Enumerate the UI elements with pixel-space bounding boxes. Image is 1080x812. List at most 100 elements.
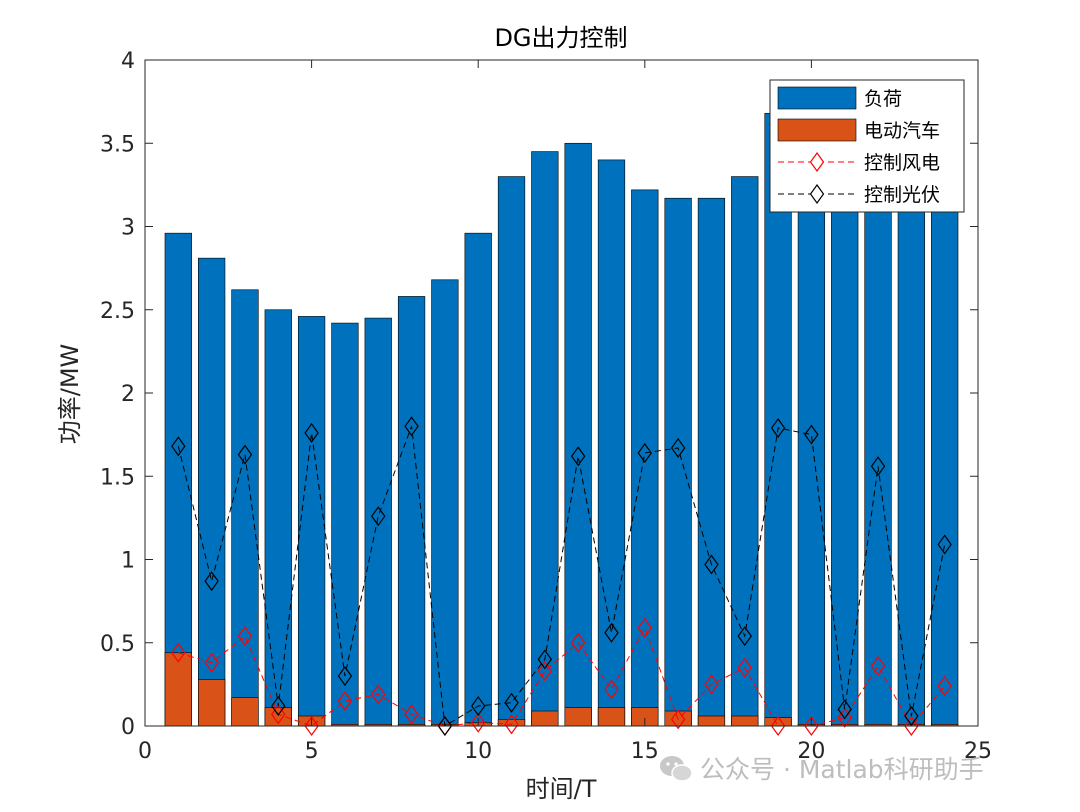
y-axis-label: 功率/MW [56,344,84,445]
y-tick-label-1: 1 [121,549,135,574]
load-bar-2 [198,257,226,727]
load-bar-9 [431,279,459,727]
x-tick-label-25: 25 [964,739,992,764]
x-axis-label: 时间/T [526,775,597,803]
pv-marker-17 [704,554,719,575]
pv-marker-10 [470,695,486,717]
load-bar-23 [897,176,925,727]
wind-marker-16 [670,709,686,730]
load-bar-17 [697,197,726,727]
load-bar-12 [531,151,559,727]
pv-marker-3 [237,444,253,465]
pv-marker-5 [304,422,319,443]
wind-marker-24 [937,676,952,697]
pv-line [177,426,946,727]
load-bar-4 [264,309,292,727]
pv-marker-22 [870,456,886,477]
watermark-text: 公众号 · Matlab科研助手 [700,755,984,784]
ev-bar-18 [731,715,759,727]
legend-label-1: 电动汽车 [864,120,940,142]
legend-swatch-1 [777,118,857,142]
legend-marker-3 [809,183,825,205]
wind-marker-17 [704,674,719,695]
wind-marker-14 [604,679,619,700]
line-series [171,416,952,737]
pv-marker-11 [504,692,519,713]
ev-bar-12 [531,710,559,727]
wind-marker-23 [904,715,919,737]
load-bar-10 [464,232,492,727]
wind-marker-13 [570,632,586,653]
x-tick-label-20: 20 [797,739,825,764]
load-bar-16 [664,197,692,727]
x-tick-label-15: 15 [631,739,659,764]
ev-bar-1 [164,652,192,727]
pv-marker-8 [404,416,419,437]
wind-marker-2 [204,652,219,673]
legend-swatch-0 [777,86,857,110]
ev-bar-14 [597,707,626,727]
pv-marker-14 [604,622,619,643]
load-bar-3 [231,289,259,727]
y-tick-label-3: 3 [121,216,135,241]
pv-marker-1 [171,436,186,457]
load-bar-11 [497,176,526,727]
wind-marker-11 [504,714,519,735]
pv-marker-23 [904,705,919,727]
load-bar-13 [564,142,592,727]
x-tick-label-10: 10 [464,739,492,764]
pv-marker-6 [337,666,353,687]
ev-bar-11 [497,719,526,727]
pv-marker-4 [271,695,286,717]
load-bar-1 [164,232,192,727]
legend-label-2: 控制风电 [864,152,940,174]
wind-marker-20 [804,715,819,737]
ev-bar-2 [198,679,226,727]
load-bar-22 [864,159,892,727]
wind-marker-1 [171,642,186,663]
wind-marker-12 [537,661,553,682]
load-bar-8 [397,296,426,727]
load-bar-15 [631,189,659,727]
legend-label-3: 控制光伏 [864,184,940,206]
watermark: 公众号 · Matlab科研助手 [660,755,984,784]
wind-marker-18 [737,657,752,678]
wind-marker-22 [870,656,886,677]
load-bar-21 [831,142,859,727]
pv-marker-24 [937,534,952,555]
x-tick-label-5: 5 [305,739,319,764]
chart-title: DG出力控制 [494,24,627,52]
pv-marker-19 [770,417,786,438]
pv-marker-18 [737,626,752,647]
pv-marker-13 [570,446,586,467]
load-bar-6 [331,322,359,727]
load-bar-24 [931,192,959,727]
legend-label-0: 负荷 [864,88,902,110]
load-bar-7 [364,317,392,727]
ev-bar-13 [564,707,592,727]
wind-marker-8 [404,704,419,725]
ev-bar-19 [764,717,792,727]
y-tick-label-0.5: 0.5 [100,632,135,657]
wind-marker-15 [637,617,653,638]
ev-bar-17 [697,715,726,727]
wind-marker-6 [337,690,353,712]
pv-marker-12 [537,649,553,670]
y-tick-label-4: 4 [121,49,135,74]
wind-marker-7 [371,684,386,705]
wechat-icon [660,756,693,782]
y-tick-label-2: 2 [121,382,135,407]
load-bar-5 [297,316,326,727]
wind-marker-19 [770,715,786,737]
pv-marker-7 [371,506,386,527]
wind-marker-21 [837,707,852,728]
pv-marker-16 [670,437,686,458]
y-tick-label-2.5: 2.5 [100,299,135,324]
ev-bar-3 [231,697,259,727]
y-tick-label-3.5: 3.5 [100,132,135,157]
pv-marker-9 [437,715,453,737]
pv-marker-20 [804,424,819,445]
axis-ticks: 0 5 10 15 20 25 0 0.5 1 1.5 2 2.5 3 3.5 4 [100,49,992,764]
